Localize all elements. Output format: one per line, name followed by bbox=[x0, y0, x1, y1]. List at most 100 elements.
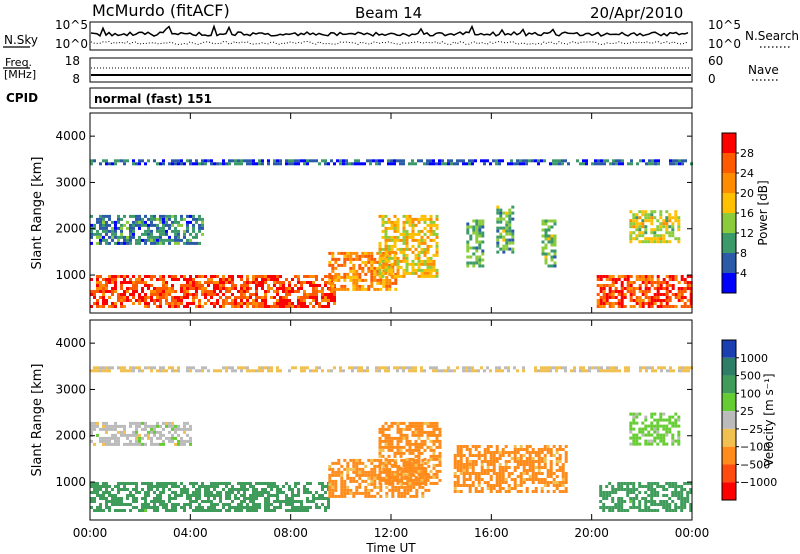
data-cell bbox=[501, 487, 505, 490]
data-cell bbox=[537, 162, 540, 166]
data-cell bbox=[129, 293, 132, 296]
data-cell bbox=[582, 369, 585, 373]
data-cell bbox=[408, 427, 412, 431]
data-cell bbox=[237, 509, 240, 512]
data-cell bbox=[216, 293, 219, 296]
data-cell bbox=[638, 275, 642, 278]
data-cell bbox=[373, 494, 377, 498]
data-cell bbox=[373, 275, 377, 279]
data-cell bbox=[459, 445, 463, 448]
data-cell bbox=[213, 506, 216, 509]
data-cell bbox=[429, 220, 433, 224]
data-cell bbox=[582, 162, 585, 166]
data-cell bbox=[150, 217, 153, 221]
data-cell bbox=[102, 214, 105, 218]
data-cell bbox=[183, 305, 186, 308]
data-cell bbox=[340, 275, 344, 279]
data-cell bbox=[177, 302, 180, 305]
data-cell bbox=[381, 424, 385, 428]
data-cell bbox=[358, 266, 362, 270]
nave-tick-bottom: 0 bbox=[708, 72, 716, 86]
data-cell bbox=[478, 261, 482, 265]
data-cell bbox=[579, 369, 582, 373]
data-cell bbox=[195, 296, 198, 299]
data-cell bbox=[291, 162, 294, 166]
data-cell bbox=[650, 424, 654, 428]
data-cell bbox=[550, 219, 554, 223]
data-cell bbox=[315, 284, 318, 287]
beam-title: Beam 14 bbox=[355, 4, 422, 22]
data-cell bbox=[620, 503, 624, 506]
data-cell bbox=[677, 415, 681, 419]
colorbar-tick-label: 1000 bbox=[740, 352, 768, 365]
data-cell bbox=[671, 509, 675, 512]
data-cell bbox=[183, 235, 186, 239]
data-cell bbox=[641, 290, 645, 293]
data-cell bbox=[294, 509, 297, 512]
data-cell bbox=[379, 281, 383, 285]
data-cell bbox=[429, 424, 433, 428]
data-cell bbox=[630, 159, 633, 163]
data-cell bbox=[599, 275, 603, 278]
data-cell bbox=[414, 256, 418, 260]
data-cell bbox=[513, 478, 517, 481]
data-cell bbox=[216, 509, 219, 512]
data-cell bbox=[638, 231, 642, 235]
data-cell bbox=[393, 238, 397, 242]
colorbar-tick-label: −25 bbox=[740, 423, 763, 436]
data-cell bbox=[204, 485, 207, 488]
data-cell bbox=[216, 284, 219, 287]
data-cell bbox=[237, 506, 240, 509]
data-cell bbox=[393, 475, 397, 479]
data-cell bbox=[162, 482, 165, 485]
data-cell bbox=[297, 299, 300, 302]
data-cell bbox=[647, 213, 651, 217]
data-cell bbox=[355, 275, 359, 279]
data-cell bbox=[683, 302, 687, 305]
data-cell bbox=[207, 159, 210, 163]
data-cell bbox=[435, 241, 439, 245]
data-cell bbox=[367, 482, 371, 486]
data-cell bbox=[426, 475, 430, 479]
data-cell bbox=[138, 433, 141, 437]
data-cell bbox=[423, 162, 426, 166]
data-cell bbox=[384, 262, 388, 266]
data-cell bbox=[144, 296, 147, 299]
data-cell bbox=[393, 421, 397, 425]
data-cell bbox=[117, 214, 120, 218]
data-cell bbox=[102, 305, 105, 308]
data-cell bbox=[414, 421, 418, 425]
colorbar-tick-label: 28 bbox=[740, 147, 754, 160]
data-cell bbox=[246, 497, 249, 500]
data-cell bbox=[540, 460, 544, 463]
data-cell bbox=[537, 481, 541, 484]
data-cell bbox=[384, 271, 388, 275]
data-cell bbox=[156, 424, 159, 428]
data-cell bbox=[240, 162, 243, 166]
data-cell bbox=[367, 266, 371, 270]
data-cell bbox=[662, 234, 666, 238]
data-cell bbox=[384, 244, 388, 248]
data-cell bbox=[288, 302, 291, 305]
data-cell bbox=[671, 216, 675, 220]
data-cell bbox=[465, 448, 469, 451]
data-cell bbox=[171, 366, 174, 370]
data-cell bbox=[264, 305, 267, 308]
data-cell bbox=[638, 302, 642, 305]
data-cell bbox=[352, 467, 356, 471]
data-cell bbox=[402, 433, 406, 437]
data-cell bbox=[195, 284, 198, 287]
data-cell bbox=[328, 287, 332, 291]
data-cell bbox=[102, 299, 105, 302]
data-cell bbox=[355, 272, 359, 276]
data-cell bbox=[387, 439, 391, 443]
data-cell bbox=[355, 473, 359, 477]
data-cell bbox=[93, 497, 96, 500]
data-cell bbox=[90, 506, 93, 509]
data-cell bbox=[192, 485, 195, 488]
data-cell bbox=[403, 494, 407, 498]
data-cell bbox=[144, 302, 147, 305]
colorbar-tick-label: 500 bbox=[740, 370, 761, 383]
data-cell bbox=[141, 220, 144, 224]
data-cell bbox=[620, 290, 624, 293]
